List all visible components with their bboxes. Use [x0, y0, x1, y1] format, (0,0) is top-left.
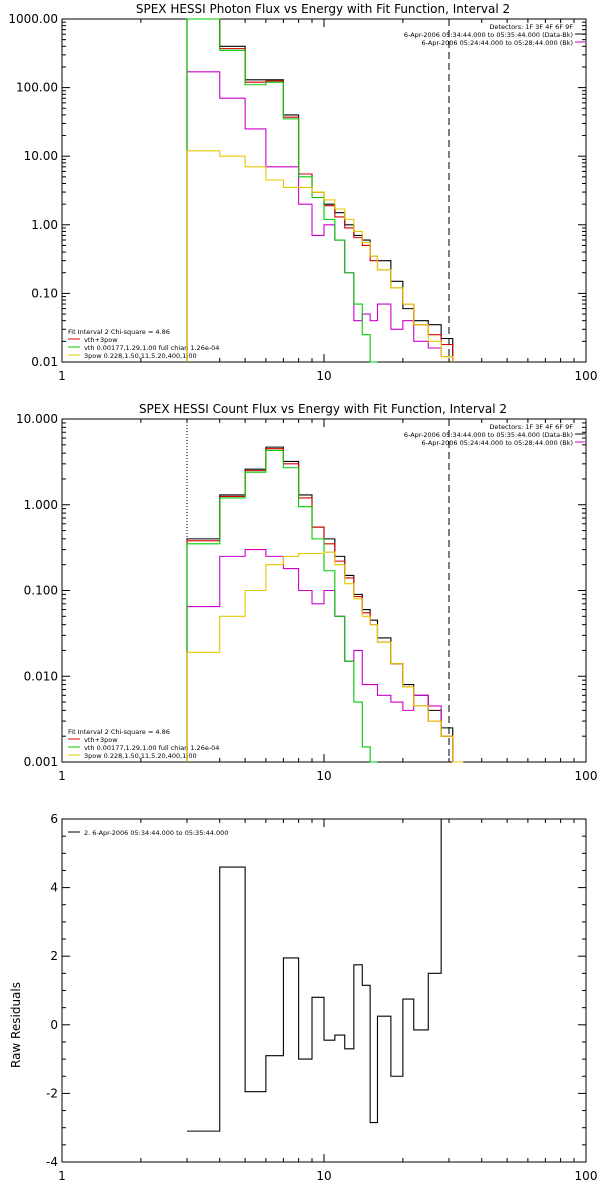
count-flux-panel: SPEX HESSI Count Flux vs Energy with Fit…	[16, 402, 597, 783]
y-tick-label: 0.10	[31, 286, 58, 300]
y-tick-label: 10.000	[16, 412, 58, 426]
series-line-bk	[186, 71, 454, 362]
x-tick-label: 1	[58, 1169, 66, 1183]
legend-label: 2. 6-Apr-2006 05:34:44.000 to 05:35:44.0…	[84, 829, 228, 837]
series-line-data-bk	[186, 18, 454, 362]
series-line-residuals	[187, 819, 442, 1132]
y-tick-label: -4	[46, 1155, 58, 1169]
legend-label: vth+3pow	[84, 336, 118, 344]
info-line: Detectors: 1F 3F 4F 6F 9F	[489, 423, 573, 431]
y-tick-label: 0.01	[31, 355, 58, 369]
y-tick-label: 0.010	[24, 669, 58, 683]
info-line: 6-Apr-2006 05:34:44.000 to 05:35:44.000 …	[404, 31, 573, 39]
plot-frame	[61, 18, 587, 363]
count-flux-title: SPEX HESSI Count Flux vs Energy with Fit…	[139, 402, 507, 416]
series-line-bk	[186, 549, 454, 762]
legend-label: 3pow 0.228,1.50,11,5.20,400,1.00	[84, 352, 197, 360]
legend-label: vth+3pow	[84, 736, 118, 744]
y-tick-label: 10.00	[24, 149, 58, 163]
count-flux-legend: Fit Interval 2 Chi-square = 4.86 vth+3po…	[68, 728, 219, 760]
y-tick-label: 1000.00	[8, 12, 58, 26]
legend-label: vth 0.00177,1.29,1.00 full chian 1.26e-0…	[84, 344, 219, 352]
y-tick-label: 100.00	[16, 81, 58, 95]
x-tick-label: 10	[316, 769, 331, 783]
residuals-legend: 2. 6-Apr-2006 05:34:44.000 to 05:35:44.0…	[68, 829, 228, 837]
series-line-data-bk	[186, 446, 454, 762]
legend-header: Fit Interval 2 Chi-square = 4.86	[68, 328, 170, 336]
series-line-vth-3pow	[186, 448, 464, 763]
x-tick-label: 1	[58, 369, 66, 383]
x-tick-label: 1	[58, 769, 66, 783]
legend-header: Fit Interval 2 Chi-square = 4.86	[68, 728, 170, 736]
x-tick-label: 10	[316, 1169, 331, 1183]
info-line: 6-Apr-2006 05:24:44.000 to 05:28:44.000 …	[422, 439, 573, 447]
series-line-vth	[186, 449, 378, 763]
x-tick-label: 100	[575, 369, 598, 383]
y-tick-label: 0.001	[24, 755, 58, 769]
photon-flux-title: SPEX HESSI Photon Flux vs Energy with Fi…	[136, 2, 510, 16]
info-line: 6-Apr-2006 05:24:44.000 to 05:28:44.000 …	[422, 39, 573, 47]
info-line: Detectors: 1F 3F 4F 6F 9F	[489, 23, 573, 31]
photon-flux-info-box: Detectors: 1F 3F 4F 6F 9F 6-Apr-2006 05:…	[404, 23, 585, 47]
photon-flux-panel: SPEX HESSI Photon Flux vs Energy with Fi…	[8, 2, 597, 383]
count-flux-info-box: Detectors: 1F 3F 4F 6F 9F 6-Apr-2006 05:…	[404, 423, 585, 447]
legend-label: vth 0.00177,1.29,1.00 full chian 1.26e-0…	[84, 744, 219, 752]
x-tick-label: 100	[575, 1169, 598, 1183]
y-tick-label: 6	[50, 812, 58, 826]
x-tick-label: 10	[316, 369, 331, 383]
y-tick-label: 4	[50, 881, 58, 895]
y-tick-label: 0.100	[24, 584, 58, 598]
series-line-vth-3pow	[186, 18, 454, 362]
series-line-3pow	[186, 551, 464, 763]
photon-flux-legend: Fit Interval 2 Chi-square = 4.86 vth+3po…	[68, 328, 219, 360]
residuals-panel: Raw Residuals 2. 6-Apr-2006 05:34:44.000…	[9, 812, 597, 1183]
info-line: 6-Apr-2006 05:34:44.000 to 05:35:44.000 …	[404, 431, 573, 439]
plot-frame	[61, 818, 587, 1163]
y-tick-label: 1.000	[24, 498, 58, 512]
series-line-3pow	[186, 150, 454, 362]
legend-label: 3pow 0.228,1.50,11,5.20,400,1.00	[84, 752, 197, 760]
x-tick-label: 100	[575, 769, 598, 783]
y-tick-label: 0	[50, 1018, 58, 1032]
series-line-vth	[186, 18, 378, 363]
y-tick-label: 2	[50, 949, 58, 963]
y-tick-label: 1.00	[31, 218, 58, 232]
residuals-y-axis-label: Raw Residuals	[9, 982, 23, 1068]
y-tick-label: -2	[46, 1086, 58, 1100]
